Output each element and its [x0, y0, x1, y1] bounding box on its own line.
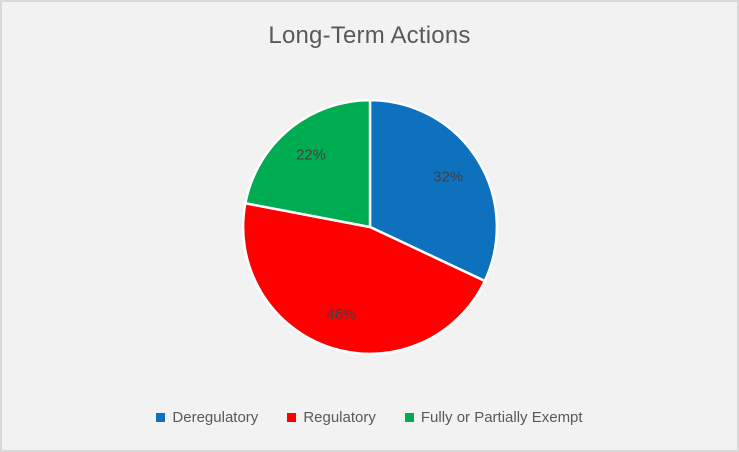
legend-label: Deregulatory: [172, 409, 259, 426]
legend-label: Fully or Partially Exempt: [420, 409, 583, 426]
pie-slice-regulatory: [241, 201, 487, 356]
legend-marker-icon: [404, 413, 414, 422]
chart-legend: Deregulatory Regulatory Fully or Partially…: [2, 409, 737, 426]
chart-title: Long-Term Actions: [268, 22, 471, 49]
pie-slice-fully-or-partially-exempt: [244, 98, 372, 229]
pie-slice-deregulatory: [368, 98, 499, 283]
legend-item-regulatory: Regulatory: [287, 409, 376, 426]
legend-marker-icon: [287, 413, 297, 422]
pie-data-label-regulatory: 46%: [327, 307, 357, 323]
legend-label: Regulatory: [303, 409, 376, 426]
legend-item-fully-or-partially-exempt: Fully or Partially Exempt: [404, 409, 583, 426]
legend-item-deregulatory: Deregulatory: [156, 409, 258, 426]
pie-data-label-fully-or-partially-exempt: 22%: [296, 148, 326, 164]
legend-marker-icon: [156, 413, 166, 422]
pie-data-label-deregulatory: 32%: [433, 169, 463, 185]
